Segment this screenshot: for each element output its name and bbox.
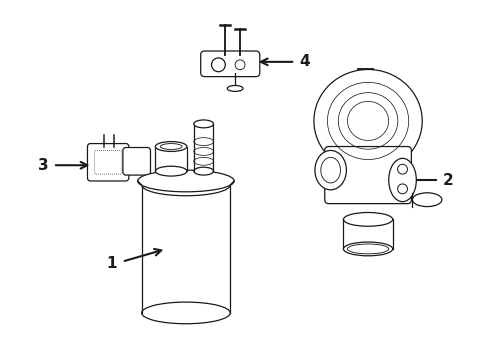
Circle shape xyxy=(397,184,408,194)
Ellipse shape xyxy=(194,120,214,128)
Ellipse shape xyxy=(142,302,230,324)
Ellipse shape xyxy=(314,69,422,172)
FancyBboxPatch shape xyxy=(123,148,150,175)
Ellipse shape xyxy=(155,166,187,176)
Ellipse shape xyxy=(413,193,442,207)
Ellipse shape xyxy=(155,141,187,152)
Ellipse shape xyxy=(227,85,243,91)
Ellipse shape xyxy=(138,170,234,192)
Ellipse shape xyxy=(315,150,346,190)
Ellipse shape xyxy=(389,158,416,202)
Text: 4: 4 xyxy=(299,54,310,69)
FancyBboxPatch shape xyxy=(325,147,412,204)
Ellipse shape xyxy=(142,174,230,196)
Circle shape xyxy=(212,58,225,72)
Text: 3: 3 xyxy=(38,158,49,173)
Text: 2: 2 xyxy=(443,172,454,188)
Circle shape xyxy=(235,60,245,70)
FancyBboxPatch shape xyxy=(88,144,129,181)
Circle shape xyxy=(397,164,408,174)
Text: 1: 1 xyxy=(106,256,117,271)
Ellipse shape xyxy=(194,167,214,175)
FancyBboxPatch shape xyxy=(201,51,260,77)
Ellipse shape xyxy=(343,212,392,226)
Ellipse shape xyxy=(343,242,392,256)
